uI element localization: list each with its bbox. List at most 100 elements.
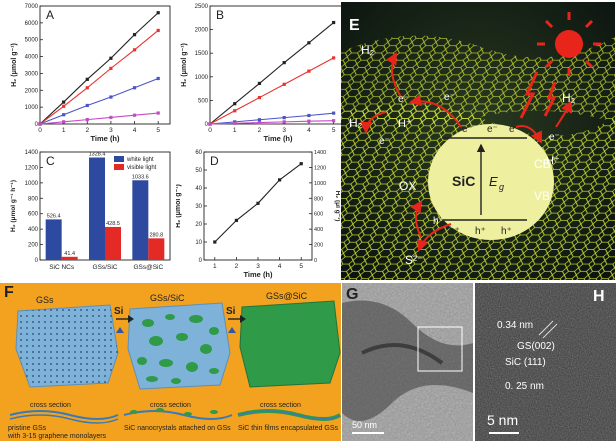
data-point	[85, 118, 89, 122]
y-tick-label: 60	[195, 150, 202, 156]
data-point	[109, 115, 113, 120]
chart-b-plot: 0 1 2 3 4 5 0 500 1000 1500 2000 2500 Time (h) H₂ (μm…	[181, 4, 347, 143]
y-right-tick-label: 1000	[314, 181, 326, 187]
h2-label-1: H₂	[361, 43, 375, 57]
h-label-034nm: 0.34 nm	[497, 320, 533, 331]
bar-value-label: 41.4	[64, 251, 75, 257]
si-label-2: Si	[226, 306, 236, 317]
panel-letter-e: E	[349, 17, 360, 34]
data-point	[257, 95, 262, 100]
y-tick-label: 6000	[25, 21, 39, 27]
series-line	[39, 30, 159, 125]
legend-label: visible light	[127, 165, 157, 171]
panel-letter: B	[216, 8, 224, 22]
sic-nanocrystals	[137, 314, 219, 384]
x-tick-label: 4	[307, 127, 311, 134]
y-right-tick-label: 1400	[314, 150, 326, 156]
data-point	[109, 56, 113, 60]
hrtem-image-h-texture	[475, 283, 616, 441]
cb-electron-2: e⁻	[487, 124, 498, 135]
x-tick-label: 5	[299, 263, 303, 270]
data-point	[62, 100, 66, 104]
lattice-fringe-marks	[538, 320, 558, 339]
panel-b-chart: 0 1 2 3 4 5 0 500 1000 1500 2000 2500 Time (h) H₂ (μm…	[181, 4, 347, 143]
y-tick-label: 400	[28, 227, 39, 233]
sun-icon	[537, 12, 601, 76]
data-point	[156, 28, 160, 33]
data-point	[307, 113, 311, 118]
tem-image-g-fold	[361, 343, 444, 365]
x-tick-label: 5	[332, 127, 336, 134]
data-point	[307, 41, 311, 45]
y-tick-label: 0	[199, 258, 203, 264]
data-point	[109, 95, 113, 99]
panel-letter: A	[46, 8, 54, 22]
category-label: GSs@SiC	[133, 264, 163, 271]
bar	[105, 226, 121, 260]
data-point	[282, 61, 286, 65]
vb-hole-1: h⁺	[449, 226, 460, 237]
tem-image-g-dark-region	[342, 300, 473, 421]
data-point	[213, 240, 217, 244]
data-point	[332, 111, 336, 115]
panel-f-diagram: Si Si GSs GSs/SiC GSs@SiC cross section …	[0, 283, 341, 441]
category-label: GSs/SiC	[93, 264, 118, 271]
y-tick-label: 30	[195, 204, 202, 210]
panel-g-micrograph: 50 nm G	[342, 283, 473, 441]
data-point	[234, 218, 238, 222]
y-axis-label: H₂ (μmol g⁻¹ h⁻¹)	[10, 180, 17, 232]
data-point	[85, 103, 89, 108]
panel-a-chart: 0 1 2 3 4 5 0 1000 2000 3000 4000 5000 6000 7000 Time …	[11, 4, 171, 143]
h2-label-2: H₂	[349, 116, 363, 130]
gs-sheet-texture	[16, 305, 118, 387]
y-tick-label: 1400	[25, 150, 39, 156]
vb-hole-3: h⁺	[501, 226, 512, 237]
y-axis-label: H₂ (μmol g⁻¹)	[181, 43, 188, 87]
stage-title-gss-at-sic: GSs@SiC	[266, 291, 308, 301]
caption-gss-sic: SiC nanocrystals attached on GSs	[124, 425, 231, 432]
panel-letter: C	[46, 154, 55, 168]
data-point	[62, 113, 66, 117]
h2-evolution-arrow	[385, 52, 402, 98]
y-tick-label: 1000	[195, 75, 209, 81]
caption-pristine: pristine GSs	[8, 425, 47, 432]
y-tick-label: 0	[35, 258, 39, 264]
scale-bar-label-h: 5 nm	[487, 412, 518, 428]
electron-transfer-arrow	[409, 94, 462, 128]
x-tick-label: 0	[38, 127, 42, 134]
y-tick-label: 10	[195, 240, 202, 246]
y-tick-label: 5000	[25, 38, 39, 44]
cross-section-encapsulated-core	[237, 410, 341, 420]
s2-label: S²⁻	[405, 253, 423, 267]
y-tick-label: 3000	[25, 71, 39, 77]
caption-gss-at-sic: SiC thin films encapsulated GSs	[238, 425, 338, 432]
si-label-1: Si	[114, 306, 124, 317]
panel-letter-h: H	[593, 288, 605, 305]
data-point	[278, 178, 282, 182]
hole-label-left: h⁺	[433, 216, 444, 227]
panel-c-chart: 0 200 400 600 800 1000 1200 1400 H₂ (μmol g⁻¹ h⁻…	[10, 150, 171, 271]
y-tick-label: 600	[28, 212, 39, 218]
cross-section-label-2: cross section	[150, 402, 191, 409]
bar	[45, 219, 62, 260]
chart-a-plot: 0 1 2 3 4 5 0 1000 2000 3000 4000 5000 6000 7000 Time …	[11, 4, 171, 143]
data-point	[332, 119, 336, 123]
scale-bar-label-g: 50 nm	[352, 420, 377, 430]
x-axis-label: Time (h)	[90, 134, 120, 143]
h2-label-3: H₂	[562, 91, 576, 105]
light-bolt-icon	[543, 81, 557, 117]
y-right-tick-label: 800	[314, 196, 323, 202]
category-label: SiC NCs	[49, 264, 75, 271]
x-tick-label: 1	[62, 127, 66, 134]
data-point	[38, 122, 42, 126]
bar	[61, 256, 78, 260]
sic-label: SiC	[452, 173, 475, 189]
data-point	[62, 104, 66, 108]
series-line	[209, 22, 334, 125]
bar-value-label: 428.5	[106, 221, 120, 227]
x-tick-label: 0	[208, 127, 212, 134]
y-tick-label: 20	[195, 222, 202, 228]
data-point	[299, 162, 303, 166]
legend-label: white light	[126, 157, 154, 163]
legend-swatch	[114, 156, 124, 162]
